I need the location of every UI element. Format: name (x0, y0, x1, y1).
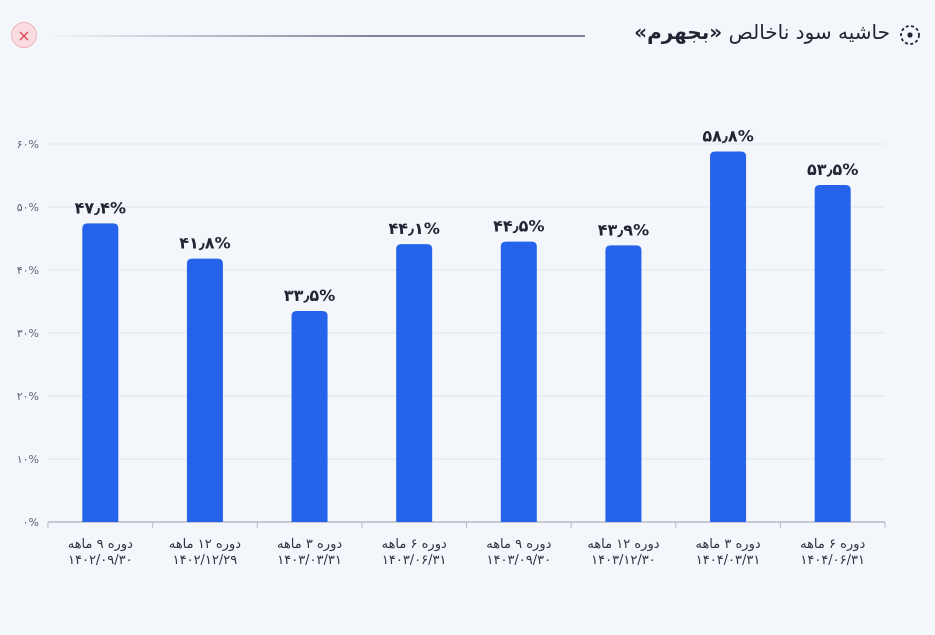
data-label: ۴۴٫۵% (493, 217, 544, 236)
bar (396, 244, 433, 523)
x-tick-label: دوره ۹ ماهه (68, 537, 133, 552)
bar (814, 184, 851, 522)
bar (291, 310, 328, 522)
data-label: ۵۳٫۵% (807, 160, 858, 179)
bar (605, 245, 642, 522)
x-tick-label: دوره ۳ ماهه (277, 537, 342, 552)
x-tick-label-date: ۱۴۰۴/۰۶/۳۱ (800, 553, 865, 568)
x-tick-label: دوره ۹ ماهه (486, 537, 551, 552)
chart-title: حاشیه سود ناخالص «بجهرم» (634, 20, 890, 44)
bar (710, 151, 747, 522)
x-tick-label-date: ۱۴۰۳/۱۲/۳۰ (591, 553, 656, 568)
x-tick-label-date: ۱۴۰۲/۰۹/۳۰ (68, 553, 133, 568)
x-tick-label-date: ۱۴۰۳/۰۹/۳۰ (487, 553, 552, 568)
x-tick-label: دوره ۶ ماهه (382, 537, 447, 552)
x-tick-label-date: ۱۴۰۲/۱۲/۲۹ (173, 553, 238, 568)
title-text: حاشیه سود ناخالص (722, 20, 890, 44)
close-icon[interactable]: × (11, 22, 37, 48)
title-brand: «بجهرم» (634, 20, 723, 44)
x-tick-label: دوره ۱۲ ماهه (587, 537, 659, 552)
data-label: ۴۴٫۱% (389, 219, 440, 238)
bar (186, 258, 223, 522)
data-label: ۳۳٫۵% (284, 286, 335, 305)
bar (82, 223, 119, 522)
x-tick-label-date: ۱۴۰۴/۰۳/۳۱ (696, 553, 761, 568)
x-tick-label-date: ۱۴۰۳/۰۶/۳۱ (382, 553, 447, 568)
chart-header: × حاشیه سود ناخالص «بجهرم» (0, 18, 935, 54)
y-tick-label: ۳۰% (17, 327, 39, 340)
y-tick-label: ۶۰% (17, 138, 39, 151)
y-tick-label: ۲۰% (17, 390, 39, 403)
x-tick-label: دوره ۱۲ ماهه (169, 537, 241, 552)
target-icon (900, 25, 920, 45)
y-tick-label: ۱۰% (17, 453, 39, 466)
x-tick-label-date: ۱۴۰۳/۰۳/۳۱ (277, 553, 342, 568)
y-tick-label: ۴۰% (17, 264, 39, 277)
data-label: ۵۸٫۸% (702, 127, 753, 146)
data-label: ۴۱٫۸% (179, 234, 230, 253)
data-label: ۴۷٫۴% (75, 198, 126, 217)
x-tick-label: دوره ۳ ماهه (695, 537, 760, 552)
data-label: ۴۳٫۹% (598, 220, 649, 239)
y-tick-label: ۰% (23, 516, 39, 529)
x-tick-label: دوره ۶ ماهه (800, 537, 865, 552)
y-tick-label: ۵۰% (17, 201, 39, 214)
header-divider (45, 35, 585, 37)
bar (500, 241, 537, 522)
